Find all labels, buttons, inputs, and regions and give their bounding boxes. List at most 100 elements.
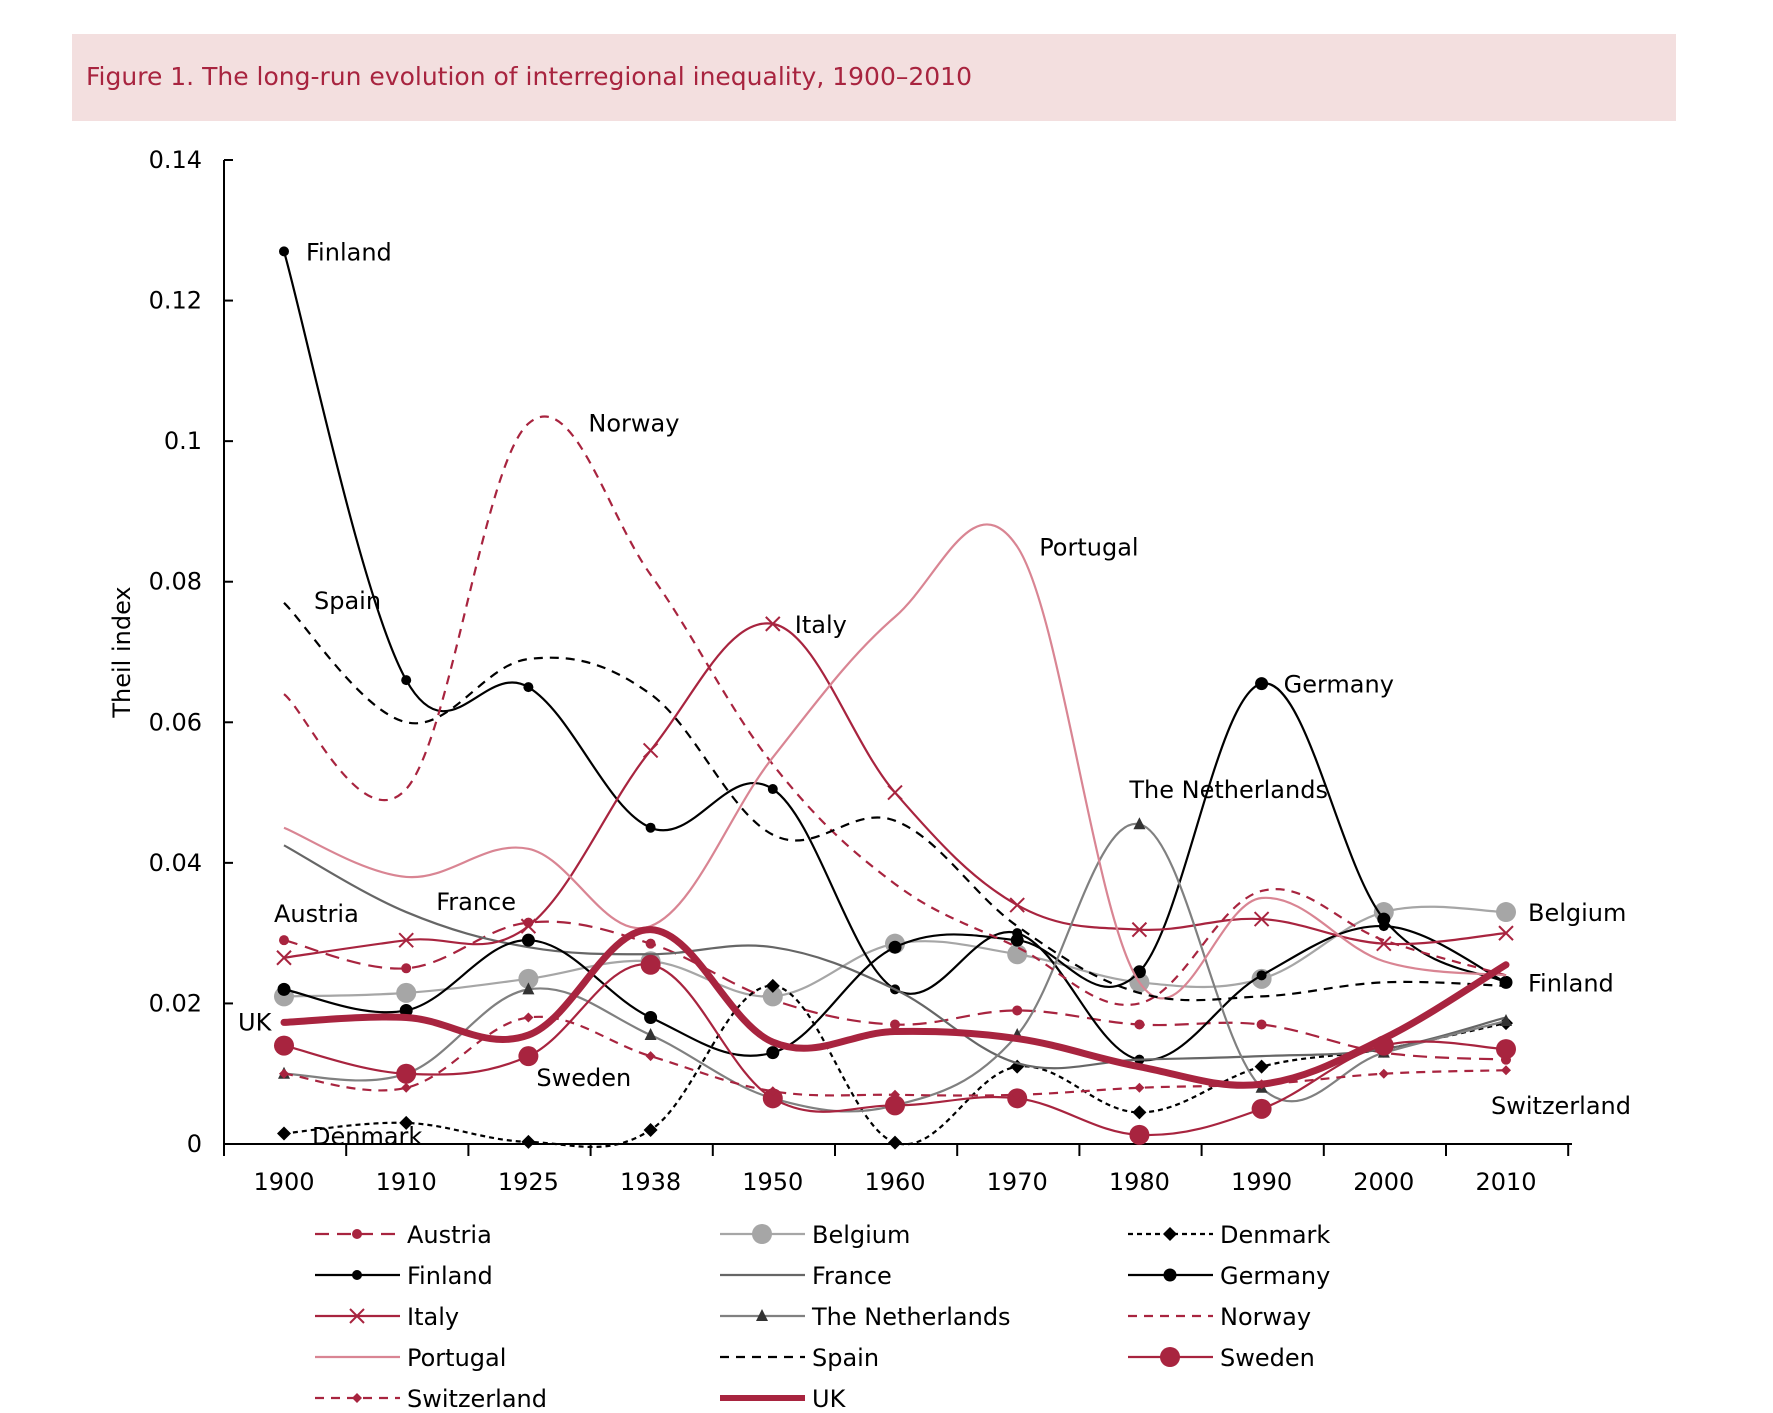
data-point-sweden <box>518 1046 539 1067</box>
y-tick-label: 0.08 <box>149 568 202 596</box>
annotation-france: France <box>436 888 516 916</box>
legend-marker-germany <box>1163 1268 1177 1282</box>
series-line-italy <box>283 622 1507 959</box>
data-point-denmark <box>277 1126 291 1141</box>
data-point-germany <box>1255 677 1269 691</box>
data-point-italy <box>765 616 781 632</box>
y-tick-label: 0.14 <box>149 146 202 174</box>
data-point-the-netherlands <box>1500 1014 1512 1026</box>
series-line-portugal <box>283 523 1507 1000</box>
y-tick-label: 0.12 <box>149 287 202 315</box>
x-tick-label: 1990 <box>1231 1168 1292 1196</box>
data-point-denmark <box>765 978 780 993</box>
legend-label-germany: Germany <box>1220 1262 1330 1290</box>
annotation-switzerland: Switzerland <box>1491 1092 1631 1120</box>
data-point-denmark <box>399 1115 414 1130</box>
legend-label-italy: Italy <box>407 1303 459 1331</box>
data-point-italy <box>1498 925 1514 941</box>
data-point-italy <box>1009 897 1025 913</box>
data-point-the-netherlands <box>644 1028 657 1041</box>
series-line-spain <box>283 602 1507 1002</box>
annotation-spain: Spain <box>314 587 381 615</box>
data-point-austria <box>1134 1019 1145 1030</box>
data-point-switzerland <box>645 1051 656 1062</box>
figure-title: Figure 1. The long-run evolution of inte… <box>86 62 972 91</box>
data-point-germany <box>1010 933 1024 947</box>
data-point-germany <box>888 940 902 954</box>
legend-label-denmark: Denmark <box>1220 1221 1330 1249</box>
legend-marker-italy <box>349 1308 365 1324</box>
data-point-belgium <box>1496 902 1516 923</box>
data-point-sweden <box>640 954 661 975</box>
annotation-norway: Norway <box>588 410 679 438</box>
data-point-italy <box>398 932 414 948</box>
data-point-austria <box>279 935 289 946</box>
data-point-belgium <box>518 968 539 989</box>
x-tick-label: 1970 <box>987 1168 1048 1196</box>
x-tick-label: 1925 <box>498 1168 559 1196</box>
x-tick-label: 1960 <box>864 1168 925 1196</box>
data-point-denmark <box>888 1135 902 1150</box>
data-point-austria <box>890 1019 900 1030</box>
data-point-the-netherlands <box>522 982 535 995</box>
annotation-uk: UK <box>238 1008 273 1036</box>
y-tick-label: 0.1 <box>164 427 202 455</box>
legend-marker-belgium <box>752 1224 772 1244</box>
x-tick-label: 1938 <box>620 1168 681 1196</box>
data-point-denmark <box>1132 1105 1147 1120</box>
legend-label-switzerland: Switzerland <box>407 1385 547 1413</box>
data-point-germany <box>766 1046 780 1060</box>
data-point-sweden <box>1251 1098 1272 1119</box>
data-point-italy <box>1131 921 1148 938</box>
annotation-italy: Italy <box>795 611 847 639</box>
data-point-germany <box>1377 912 1391 926</box>
legend-label-portugal: Portugal <box>407 1344 506 1372</box>
annotation-portugal: Portugal <box>1039 534 1138 562</box>
annotation-denmark: Denmark <box>312 1122 422 1150</box>
data-point-sweden <box>396 1063 417 1084</box>
data-point-belgium <box>762 986 783 1007</box>
data-point-italy <box>642 742 659 759</box>
x-tick-label: 1910 <box>376 1168 437 1196</box>
data-point-switzerland <box>767 1086 778 1097</box>
data-point-switzerland <box>1378 1068 1389 1079</box>
data-point-italy <box>1253 911 1270 927</box>
data-point-sweden <box>1496 1039 1516 1060</box>
legend-label-uk: UK <box>812 1385 847 1413</box>
data-point-belgium <box>1007 944 1028 965</box>
data-point-finland <box>401 675 412 686</box>
data-point-italy <box>887 784 903 801</box>
data-point-switzerland <box>523 1012 534 1023</box>
annotation-finland: Finland <box>306 238 392 266</box>
data-point-italy <box>520 918 537 934</box>
x-tick-label: 1900 <box>253 1168 314 1196</box>
data-point-switzerland <box>401 1082 412 1093</box>
data-point-austria <box>401 963 412 974</box>
annotation-germany: Germany <box>1284 671 1394 699</box>
legend-marker-sweden <box>1160 1347 1180 1367</box>
y-tick-label: 0 <box>187 1130 202 1158</box>
legend-marker-austria <box>352 1229 362 1239</box>
data-point-the-netherlands <box>1133 817 1146 830</box>
data-point-sweden <box>762 1088 783 1109</box>
annotation-austria: Austria <box>274 900 359 928</box>
legend-label-the-netherlands: The Netherlands <box>811 1303 1011 1331</box>
data-point-germany <box>521 933 535 947</box>
legend-marker-denmark <box>1163 1227 1177 1241</box>
data-point-finland <box>767 784 778 795</box>
annotation-belgium: Belgium <box>1528 899 1626 927</box>
data-point-denmark <box>521 1134 536 1149</box>
x-tick-label: 1980 <box>1109 1168 1170 1196</box>
data-point-austria <box>1012 1005 1023 1016</box>
legend-label-france: France <box>812 1262 892 1290</box>
data-point-denmark <box>643 1122 658 1137</box>
data-point-switzerland <box>1012 1089 1023 1100</box>
legend-marker-the-netherlands <box>756 1309 768 1321</box>
x-tick-label: 2010 <box>1475 1168 1536 1196</box>
series-line-uk <box>280 926 1510 1089</box>
legend-marker-finland <box>352 1270 362 1280</box>
series-line-the-netherlands <box>283 823 1507 1113</box>
legend-label-norway: Norway <box>1220 1303 1311 1331</box>
data-point-finland <box>279 246 289 257</box>
